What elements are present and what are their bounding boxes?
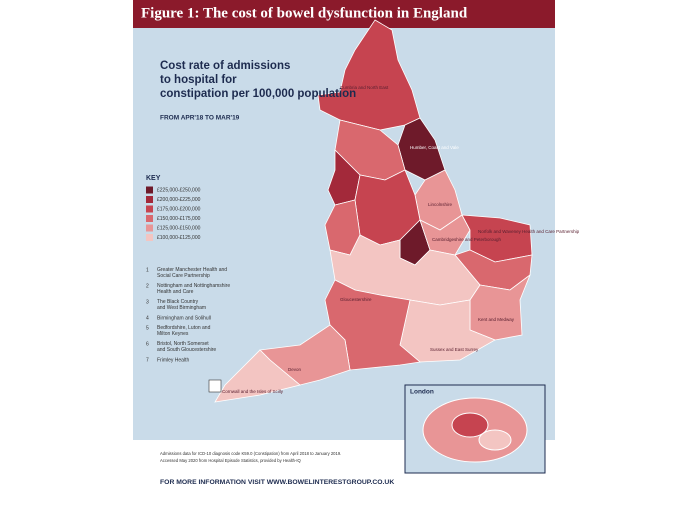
list-number: 6 — [146, 341, 149, 347]
region-label: Norfolk and Waveney Health and Care Part… — [478, 229, 580, 234]
period: FROM APR'18 TO MAR'19 — [160, 115, 240, 122]
region-label: Cumbria and North East — [340, 85, 389, 90]
footnote: Admissions data for ICD-10 diagnosis cod… — [160, 451, 341, 456]
inset-title: London — [410, 389, 434, 396]
region-label: Devon — [288, 367, 302, 372]
region-label: Lincolnshire — [428, 202, 453, 207]
key: £225,000-£250,000 £200,000-£225,000 £175,0… — [146, 186, 201, 241]
map-title: Cost rate of admissions to hospital for co… — [160, 60, 356, 100]
key-swatch — [146, 234, 153, 241]
key-swatch — [146, 224, 153, 232]
inset-region — [451, 412, 489, 438]
key-swatch — [146, 196, 153, 203]
region — [324, 279, 421, 371]
inset-region — [478, 429, 512, 451]
key-label: £175,000-£200,000 — [157, 206, 201, 212]
title-bar — [133, 0, 555, 28]
footer: FOR MORE INFORMATION VISIT WWW.BOWELINTE… — [160, 479, 394, 486]
key-label: £100,000-£125,000 — [157, 235, 201, 241]
region-label: Cornwall and the Isles of Scilly — [222, 389, 284, 394]
region-label: Cambridgeshire and Peterborough — [432, 237, 502, 242]
region-labels: Cumbria and North East Humber, Coast and… — [222, 85, 580, 394]
list-label: Greater Manchester Health and Social Care… — [157, 267, 227, 279]
region-label: Humber, Coast and Vale — [410, 145, 459, 150]
key-title: KEY — [146, 175, 161, 182]
list-label: Bedfordshire, Luton and Milton Keynes — [157, 325, 211, 337]
map — [214, 19, 533, 403]
list-label: The Black Country and West Birmingham — [157, 299, 206, 311]
region-label: Kent and Medway — [478, 317, 515, 322]
region-label: Sussex and East Surrey — [430, 347, 479, 352]
key-label: £225,000-£250,000 — [157, 187, 201, 193]
key-swatch — [146, 186, 153, 194]
key-swatch — [146, 215, 153, 222]
key-label: £150,000-£175,000 — [157, 216, 201, 222]
key-label: £125,000-£150,000 — [157, 225, 201, 231]
list-number: 1 — [146, 267, 149, 273]
list-label: Birmingham and Solihull — [157, 315, 211, 321]
numbered-list: 1 Greater Manchester Health and Social Car… — [146, 267, 230, 363]
title: Figure 1: The cost of bowel dysfunction … — [141, 5, 468, 21]
list-number: 7 — [146, 357, 149, 363]
list-number: 5 — [146, 325, 149, 331]
list-number: 4 — [146, 315, 149, 321]
list-label: Nottingham and Nottinghamshire Health and… — [157, 283, 230, 295]
footnote: Accessed May 2020 from Hospital Episode … — [160, 458, 302, 463]
scale-icon — [208, 379, 222, 393]
list-number: 2 — [146, 283, 149, 289]
list-label: Bristol, North Somerset and South Glouces… — [157, 341, 216, 353]
key-label: £200,000-£225,000 — [157, 197, 201, 203]
region-label: Gloucestershire — [340, 297, 372, 302]
list-label: Frimley Health — [157, 357, 189, 363]
list-number: 3 — [146, 299, 149, 305]
region — [214, 349, 301, 403]
key-swatch — [146, 205, 153, 213]
